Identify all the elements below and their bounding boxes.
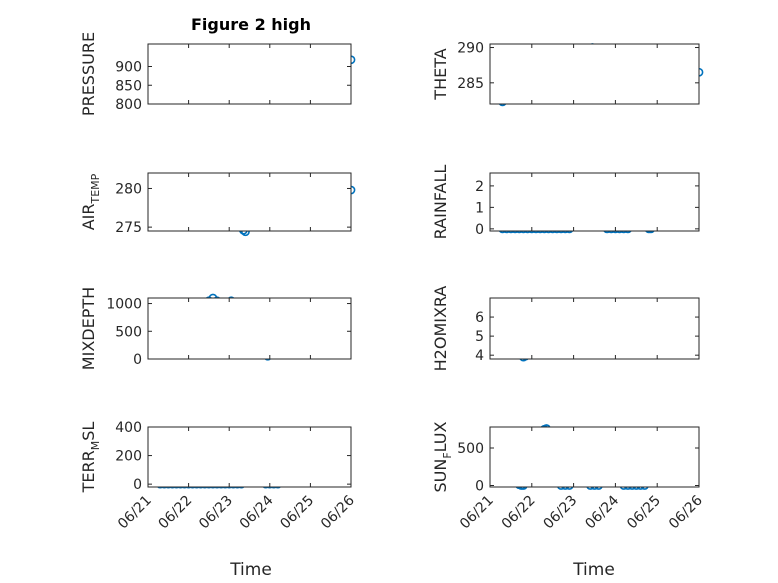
subplot-pressure: 800 850 900 PRESSURE bbox=[79, 32, 356, 116]
x-axis-label-left: Time bbox=[229, 560, 272, 580]
y-tick-label: 6 bbox=[475, 310, 484, 326]
y-tick-label: 1 bbox=[475, 200, 484, 216]
y-tick-label: 500 bbox=[115, 324, 142, 340]
axes-frame bbox=[489, 172, 700, 232]
subplot-terr_msl: 0 200 400 06/21 06/22 06/23 06/24 06/25 06/26 TER… bbox=[79, 420, 358, 532]
x-tick-label: 06/25 bbox=[277, 493, 317, 533]
subplot-theta: 285 290 THETA bbox=[431, 41, 704, 107]
axes-frame bbox=[147, 297, 352, 360]
figure-title: Figure 2 high bbox=[191, 15, 311, 34]
subplot-rainfall: 0 1 2 RAINFALL bbox=[431, 165, 700, 240]
axes-frame bbox=[147, 426, 352, 488]
y-tick-label: 4 bbox=[475, 348, 484, 364]
x-tick-label: 06/26 bbox=[318, 492, 358, 532]
subplot-air_temp: 275 280 AIRTEMP bbox=[79, 172, 356, 237]
y-tick-label: 1000 bbox=[106, 297, 142, 313]
y-tick-label: 850 bbox=[115, 78, 142, 94]
y-axis-label: THETA bbox=[431, 48, 450, 100]
y-tick-label: 800 bbox=[115, 97, 142, 113]
x-tick-label: 06/23 bbox=[541, 493, 581, 533]
axes-frame bbox=[489, 297, 700, 360]
y-tick-label: 290 bbox=[457, 41, 484, 57]
x-tick-label: 06/24 bbox=[582, 492, 622, 532]
y-tick-label: 0 bbox=[133, 477, 142, 493]
x-axis-label-right: Time bbox=[572, 560, 615, 580]
y-tick-label: 285 bbox=[457, 76, 484, 92]
y-tick-label: 900 bbox=[115, 60, 142, 76]
axes-frame bbox=[489, 426, 700, 488]
x-tick-label: 06/22 bbox=[499, 493, 539, 533]
x-tick-label: 06/26 bbox=[666, 492, 706, 532]
y-tick-label: 200 bbox=[115, 449, 142, 465]
y-tick-label: 0 bbox=[133, 352, 142, 368]
y-axis-label: SUNFLUX bbox=[431, 421, 454, 492]
subplot-sun_flux: 0 500 06/21 06/22 06/23 06/24 06/25 06/26 SUNFLU… bbox=[431, 421, 706, 532]
y-axis-label: AIRTEMP bbox=[79, 173, 102, 230]
y-tick-label: 500 bbox=[457, 441, 484, 457]
x-tick-label: 06/23 bbox=[196, 493, 236, 533]
subplot-grid: 800 850 900 PRESSURE 285 290 THETA 275 280 AIRTEM… bbox=[79, 32, 706, 532]
y-tick-label: 280 bbox=[115, 181, 142, 197]
x-tick-label: 06/25 bbox=[624, 493, 664, 533]
y-tick-label: 2 bbox=[475, 179, 484, 195]
x-tick-label: 06/24 bbox=[237, 492, 277, 532]
y-tick-label: 400 bbox=[115, 420, 142, 436]
axes-frame bbox=[147, 43, 352, 105]
x-tick-label: 06/21 bbox=[115, 493, 155, 533]
y-tick-label: 0 bbox=[475, 222, 484, 238]
y-axis-label: MIXDEPTH bbox=[79, 287, 98, 370]
axes-frame bbox=[147, 172, 352, 232]
x-tick-label: 06/22 bbox=[156, 493, 196, 533]
axes-frame bbox=[489, 43, 700, 105]
y-axis-label: RAINFALL bbox=[431, 165, 450, 240]
y-axis-label: H2OMIXRA bbox=[431, 286, 450, 372]
y-axis-label: TERRMSL bbox=[79, 422, 102, 494]
x-tick-label: 06/21 bbox=[457, 493, 497, 533]
y-axis-label: PRESSURE bbox=[79, 32, 98, 116]
y-tick-label: 5 bbox=[475, 329, 484, 345]
y-tick-label: 275 bbox=[115, 220, 142, 236]
y-tick-label: 0 bbox=[475, 479, 484, 495]
subplot-h2omixra: 4 5 6 H2OMIXRA bbox=[431, 286, 700, 372]
subplot-mixdepth: 0 500 1000 MIXDEPTH bbox=[79, 287, 352, 370]
